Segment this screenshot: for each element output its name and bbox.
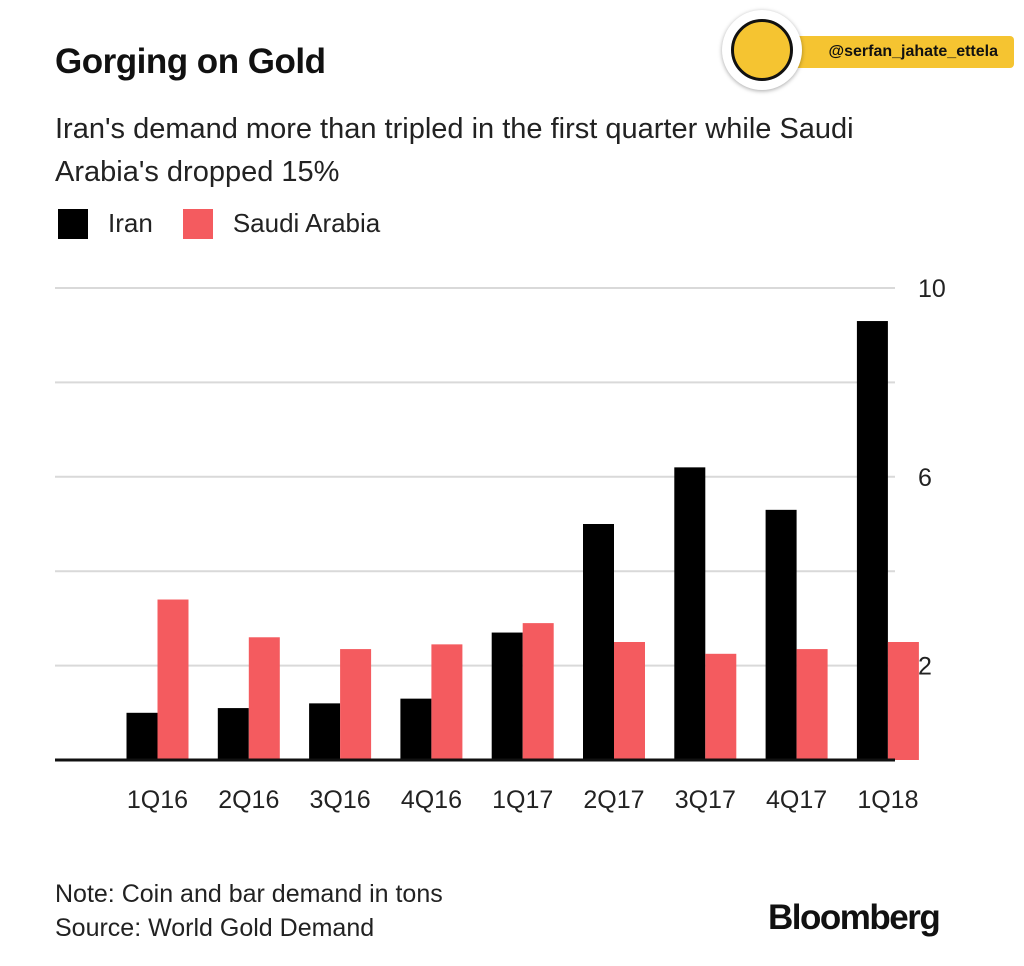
legend-label-saudi-arabia: Saudi Arabia xyxy=(232,208,381,238)
note-text: Note: Coin and bar demand in tons xyxy=(55,880,443,908)
x-tick-label: 1Q17 xyxy=(492,786,553,814)
x-tick-label: 3Q16 xyxy=(310,786,371,814)
chart-subtitle: Iran's demand more than tripled in the f… xyxy=(55,113,854,188)
legend: Iran Saudi Arabia xyxy=(58,208,410,239)
x-tick-label: 2Q16 xyxy=(218,786,279,814)
bar-saudi-arabia xyxy=(157,599,189,760)
y-tick-label: 6 xyxy=(918,464,932,492)
bar-iran xyxy=(217,708,249,760)
bar-iran xyxy=(583,524,614,760)
watermark: @serfan_jahate_ettela xyxy=(720,8,1020,94)
bar-saudi-arabia xyxy=(431,644,463,760)
bar-iran xyxy=(674,467,706,760)
bar-iran xyxy=(765,509,797,760)
bar-saudi-arabia xyxy=(705,653,737,760)
chart-footnote: Note: Coin and bar demand in tons Source… xyxy=(55,877,443,945)
x-tick-label: 1Q16 xyxy=(127,786,188,814)
bar-saudi-arabia xyxy=(887,642,919,760)
x-tick-label: 1Q18 xyxy=(857,786,918,814)
bar-iran xyxy=(856,321,888,760)
bar-saudi-arabia xyxy=(522,623,554,760)
bar-saudi-arabia xyxy=(248,637,280,760)
bar-saudi-arabia xyxy=(796,649,828,760)
x-tick-label: 4Q17 xyxy=(766,786,827,814)
source-text: Source: World Gold Demand xyxy=(55,914,375,942)
bar-iran xyxy=(309,703,341,760)
legend-item-saudi-arabia: Saudi Arabia xyxy=(182,208,381,239)
x-tick-label: 2Q17 xyxy=(583,786,644,814)
bar-iran xyxy=(491,632,523,760)
legend-label-iran: Iran xyxy=(108,208,153,238)
chart-title: Gorging on Gold xyxy=(55,42,326,81)
bar-chart: 2 6 10 1Q16 2Q16 3Q16 4Q16 1Q17 2Q17 3Q17 4Q17 1Q18 xyxy=(55,275,946,814)
y-tick-label: 2 xyxy=(918,653,932,681)
bloomberg-logo: Bloomberg xyxy=(768,898,941,937)
legend-item-iran: Iran xyxy=(58,208,153,239)
bar-saudi-arabia xyxy=(614,642,645,760)
legend-swatch-iran xyxy=(58,208,88,239)
bar-iran xyxy=(126,712,158,760)
bar-iran xyxy=(400,698,432,760)
legend-swatch-saudi-arabia xyxy=(182,208,213,239)
bar-saudi-arabia xyxy=(340,649,372,760)
x-tick-label: 3Q17 xyxy=(675,786,736,814)
y-tick-label: 10 xyxy=(918,275,946,303)
x-tick-label: 4Q16 xyxy=(401,786,462,814)
channel-logo-icon xyxy=(722,10,802,90)
